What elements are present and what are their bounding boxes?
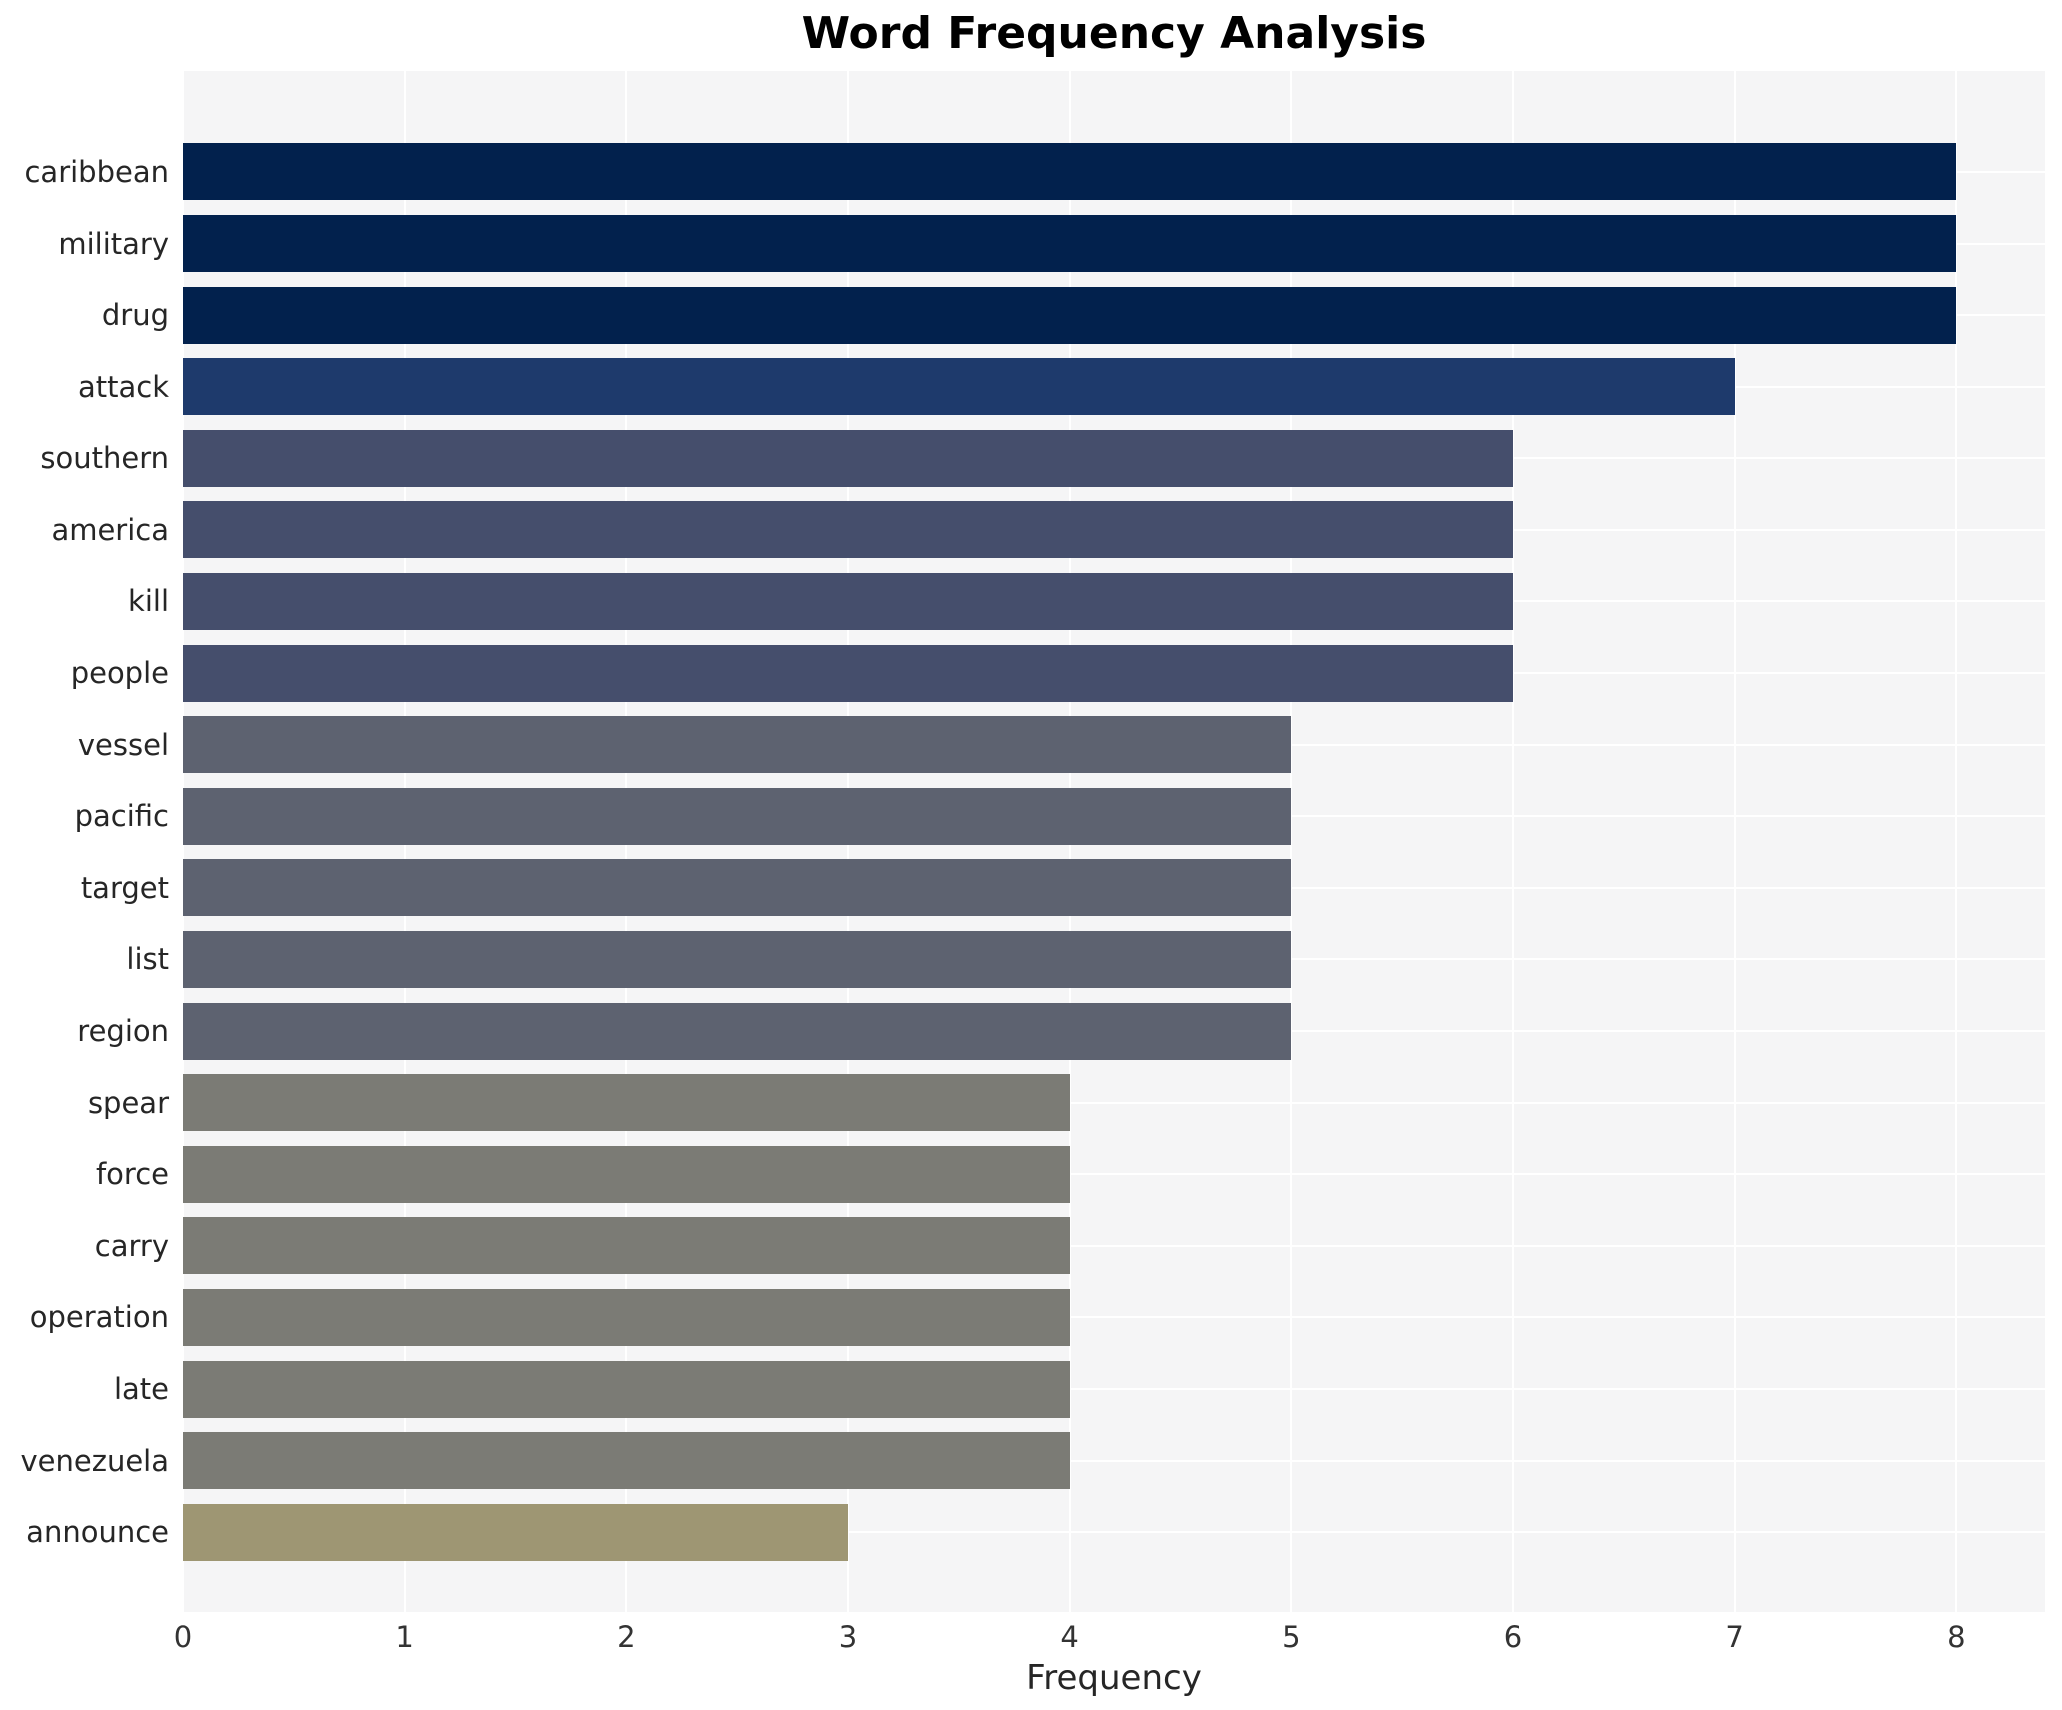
gridline-x-6 xyxy=(1512,71,1514,1612)
y-label-pacific: pacific xyxy=(74,799,169,834)
y-label-operation: operation xyxy=(29,1300,169,1335)
y-label-region: region xyxy=(77,1014,169,1049)
gridline-y-operation xyxy=(183,1316,2045,1319)
bar-vessel xyxy=(183,716,1292,774)
x-tick-2: 2 xyxy=(617,1620,636,1654)
bar-attack xyxy=(183,358,1735,416)
y-label-caribbean: caribbean xyxy=(24,154,169,189)
gridline-x-8 xyxy=(1955,71,1958,1612)
bar-america xyxy=(183,501,1513,559)
bar-spear xyxy=(183,1074,1070,1132)
y-label-military: military xyxy=(58,226,169,261)
y-label-america: america xyxy=(51,512,169,547)
y-axis-labels: caribbean military drug attack southern ameri… xyxy=(0,71,170,1612)
x-tick-4: 4 xyxy=(1060,1620,1079,1654)
bar-announce xyxy=(183,1503,848,1561)
chart-title: Word Frequency Analysis xyxy=(801,8,1427,59)
y-label-spear: spear xyxy=(87,1085,169,1120)
plot-area xyxy=(183,71,2045,1612)
x-tick-7: 7 xyxy=(1725,1620,1744,1654)
y-label-drug: drug xyxy=(101,298,169,333)
y-label-venezuela: venezuela xyxy=(20,1443,170,1478)
y-label-vessel: vessel xyxy=(77,727,169,762)
gridline-y-spear xyxy=(183,1101,2045,1104)
x-tick-5: 5 xyxy=(1282,1620,1301,1654)
y-label-people: people xyxy=(70,656,169,691)
x-tick-6: 6 xyxy=(1503,1620,1523,1654)
x-tick-0: 0 xyxy=(173,1620,193,1654)
bar-kill xyxy=(183,572,1513,630)
bar-list xyxy=(183,930,1292,988)
y-label-southern: southern xyxy=(40,441,169,476)
gridline-y-venezuela xyxy=(183,1459,2045,1462)
y-label-target: target xyxy=(80,870,169,905)
x-axis-title: Frequency xyxy=(1026,1658,1202,1698)
bar-late xyxy=(183,1360,1070,1418)
gridline-y-force xyxy=(183,1173,2045,1176)
gridline-y-announce xyxy=(183,1531,2045,1534)
y-label-carry: carry xyxy=(94,1228,169,1263)
bar-force xyxy=(183,1145,1070,1203)
x-axis-ticks: 0 1 2 3 4 5 6 7 8 xyxy=(174,1620,2045,1660)
y-label-late: late xyxy=(113,1372,169,1407)
gridline-y-carry xyxy=(183,1244,2045,1247)
bar-pacific xyxy=(183,787,1292,845)
bar-target xyxy=(183,859,1292,917)
bar-drug xyxy=(183,286,1957,344)
y-label-kill: kill xyxy=(128,584,169,619)
y-label-announce: announce xyxy=(26,1515,169,1550)
y-label-force: force xyxy=(95,1157,169,1192)
bar-people xyxy=(183,644,1513,702)
gridline-x-5 xyxy=(1290,71,1293,1612)
y-label-attack: attack xyxy=(77,369,169,404)
bar-operation xyxy=(183,1288,1070,1346)
y-label-list: list xyxy=(126,942,169,977)
x-tick-3: 3 xyxy=(838,1620,858,1654)
bar-military xyxy=(183,215,1957,273)
bar-caribbean xyxy=(183,143,1957,201)
gridline-x-7 xyxy=(1733,71,1736,1612)
x-tick-1: 1 xyxy=(395,1620,414,1654)
x-tick-8: 8 xyxy=(1947,1620,1966,1654)
bar-venezuela xyxy=(183,1432,1070,1490)
gridline-y-late xyxy=(183,1388,2045,1391)
bar-southern xyxy=(183,429,1513,487)
bar-region xyxy=(183,1002,1292,1060)
bar-carry xyxy=(183,1217,1070,1275)
